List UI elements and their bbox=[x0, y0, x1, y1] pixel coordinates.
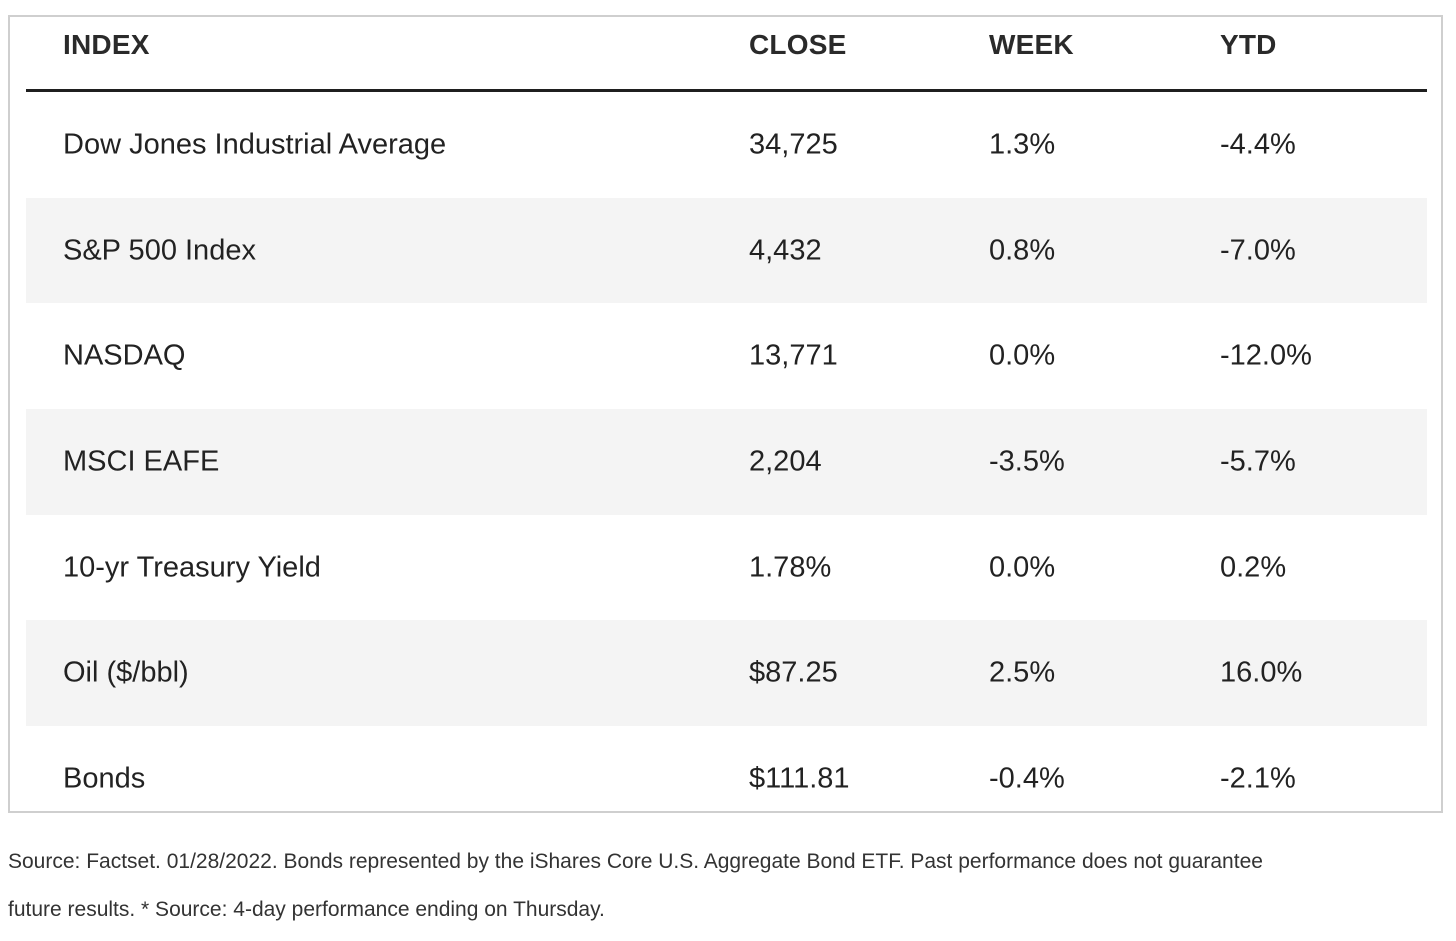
cell-week: -0.4% bbox=[989, 762, 1065, 795]
cell-index: MSCI EAFE bbox=[63, 445, 220, 478]
header-close: CLOSE bbox=[749, 29, 847, 60]
cell-index: 10-yr Treasury Yield bbox=[63, 551, 321, 584]
cell-close: 13,771 bbox=[749, 339, 838, 372]
cell-week: 1.3% bbox=[989, 128, 1056, 161]
cell-close: $111.81 bbox=[749, 762, 850, 795]
cell-close: 4,432 bbox=[749, 234, 822, 267]
table-row: MSCI EAFE 2,204 -3.5% -5.7% bbox=[26, 409, 1427, 515]
cell-close: 2,204 bbox=[749, 445, 822, 478]
footnote-line-1: Source: Factset. 01/28/2022. Bonds repre… bbox=[8, 850, 1263, 873]
cell-close: 34,725 bbox=[749, 128, 838, 161]
table-header-row: INDEX CLOSE WEEK YTD bbox=[26, 17, 1427, 92]
table-row: 10-yr Treasury Yield 1.78% 0.0% 0.2% bbox=[26, 515, 1427, 621]
header-week: WEEK bbox=[989, 29, 1074, 60]
cell-week: -3.5% bbox=[989, 445, 1065, 478]
table-row: Bonds $111.81 -0.4% -2.1% bbox=[26, 726, 1427, 811]
cell-ytd: -2.1% bbox=[1220, 762, 1296, 795]
source-footnote: Source: Factset. 01/28/2022. Bonds repre… bbox=[8, 838, 1428, 934]
header-index: INDEX bbox=[63, 29, 150, 60]
cell-index: Bonds bbox=[63, 762, 146, 795]
cell-index: S&P 500 Index bbox=[63, 234, 256, 267]
cell-index: Dow Jones Industrial Average bbox=[63, 128, 447, 161]
cell-week: 0.8% bbox=[989, 234, 1056, 267]
footnote-line-2: future results. * Source: 4-day performa… bbox=[8, 898, 605, 921]
cell-close: $87.25 bbox=[749, 656, 838, 689]
cell-ytd: -7.0% bbox=[1220, 234, 1296, 267]
table-row: Oil ($/bbl) $87.25 2.5% 16.0% bbox=[26, 620, 1427, 727]
cell-ytd: -12.0% bbox=[1220, 339, 1312, 372]
cell-week: 0.0% bbox=[989, 551, 1056, 584]
cell-week: 2.5% bbox=[989, 656, 1056, 689]
table-row: NASDAQ 13,771 0.0% -12.0% bbox=[26, 303, 1427, 409]
cell-week: 0.0% bbox=[989, 339, 1056, 372]
cell-ytd: 0.2% bbox=[1220, 551, 1287, 584]
cell-index: Oil ($/bbl) bbox=[63, 656, 189, 689]
cell-close: 1.78% bbox=[749, 551, 832, 584]
cell-ytd: -5.7% bbox=[1220, 445, 1296, 478]
header-ytd: YTD bbox=[1220, 29, 1277, 60]
market-index-table: INDEX CLOSE WEEK YTD Dow Jones Industria… bbox=[8, 15, 1443, 813]
cell-ytd: -4.4% bbox=[1220, 128, 1296, 161]
table-row: S&P 500 Index 4,432 0.8% -7.0% bbox=[26, 197, 1427, 304]
table-body: Dow Jones Industrial Average 34,725 1.3%… bbox=[26, 92, 1427, 811]
cell-index: NASDAQ bbox=[63, 339, 186, 372]
table-row: Dow Jones Industrial Average 34,725 1.3%… bbox=[26, 92, 1427, 198]
cell-ytd: 16.0% bbox=[1220, 656, 1303, 689]
